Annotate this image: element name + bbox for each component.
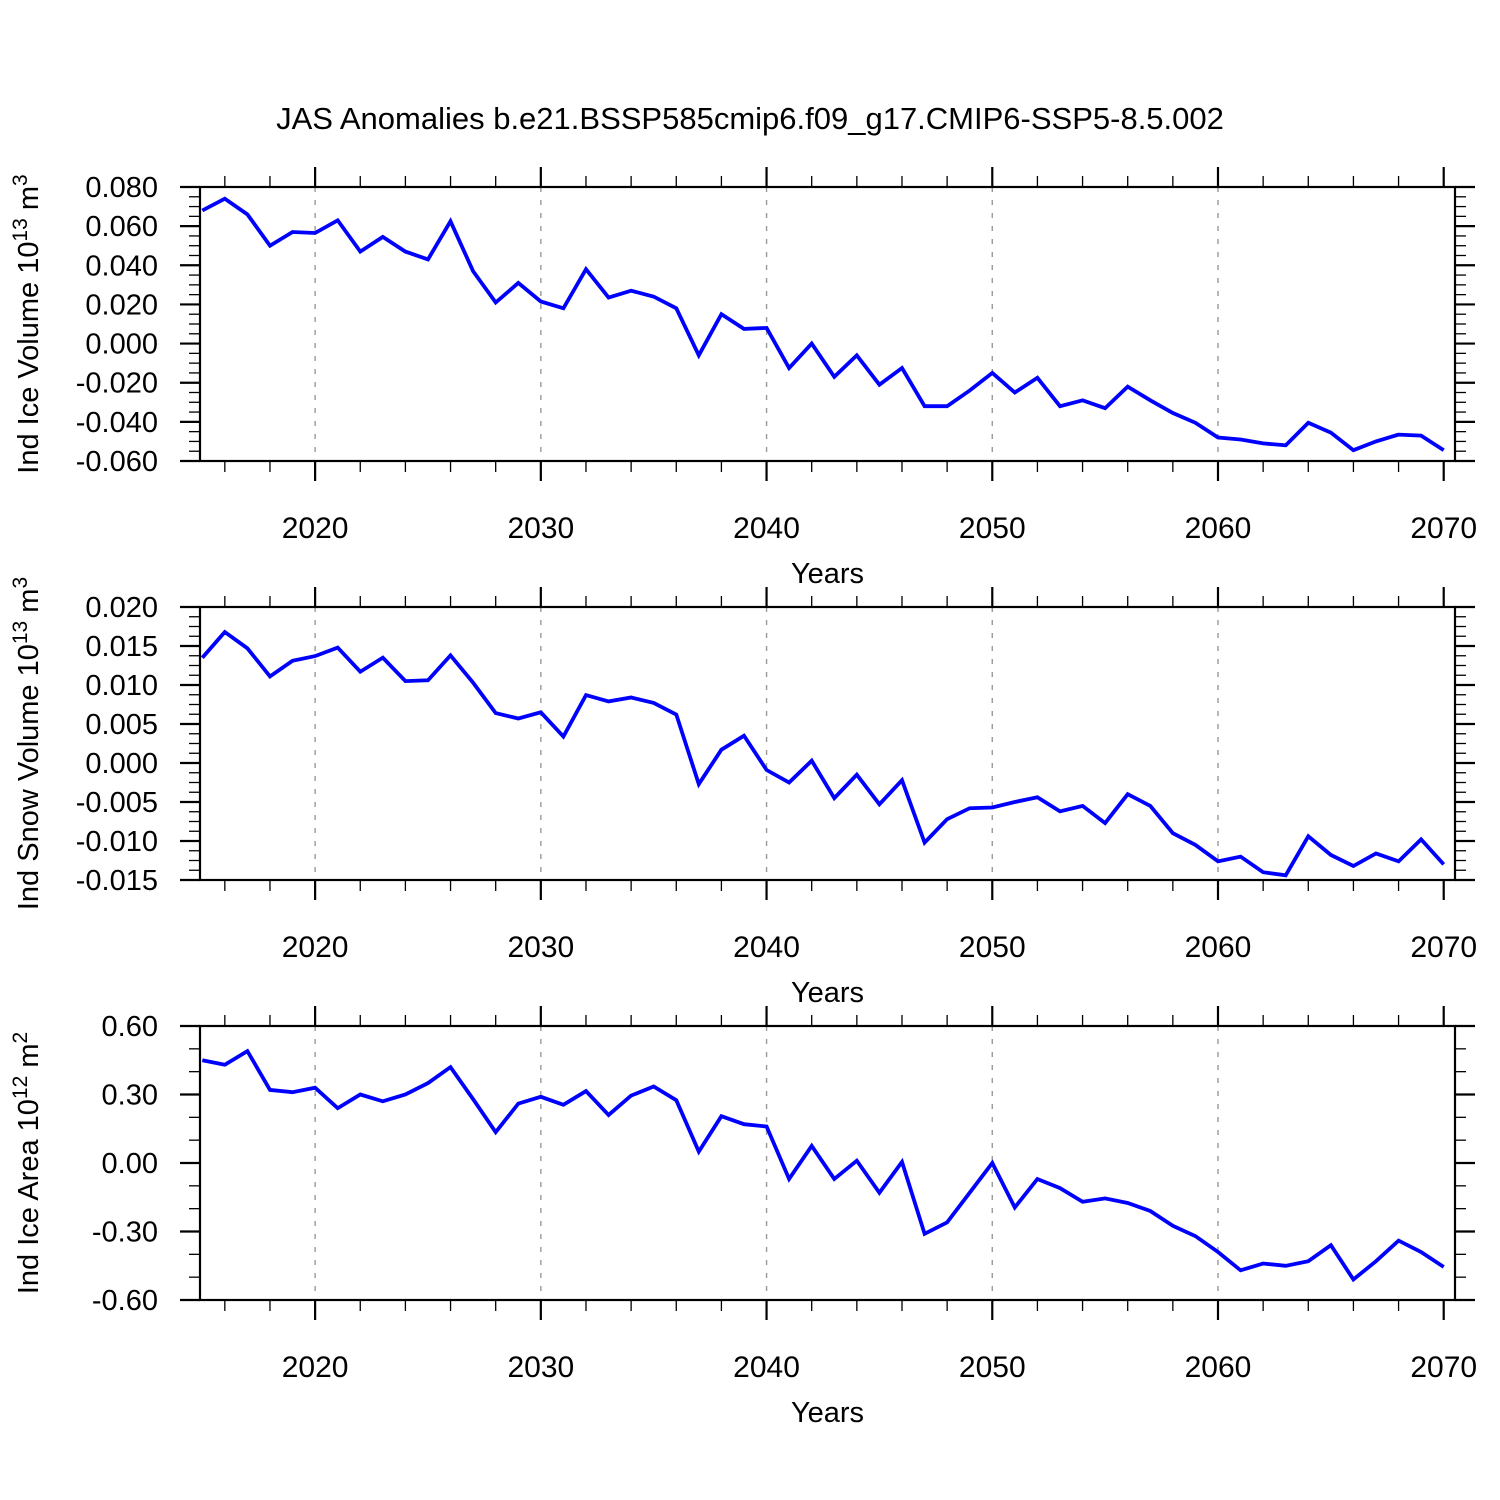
y-tick-label: -0.020: [76, 368, 158, 400]
y-tick-label: 0.020: [85, 592, 158, 624]
figure-title: JAS Anomalies b.e21.BSSP585cmip6.f09_g17…: [276, 101, 1224, 136]
x-tick-label: 2030: [507, 512, 574, 545]
y-tick-label: -0.60: [92, 1285, 158, 1317]
data-line: [200, 629, 1446, 878]
x-tick-label: 2070: [1410, 512, 1477, 545]
y-tick-label: 0.040: [85, 250, 158, 282]
y-tick-label: -0.005: [76, 787, 158, 819]
plot-frame: [198, 185, 1457, 463]
y-axis-title: Ind Snow Volume 1013 m3: [9, 577, 45, 910]
x-tick-label: 2020: [282, 512, 349, 545]
x-tick-label: 2070: [1410, 931, 1477, 964]
subplot-3: 2020 2030 2040 2050 2060 2070 0.60 0.30 0.00 -0.3…: [9, 1006, 1477, 1429]
x-tick-label: 2060: [1185, 931, 1252, 964]
y-tick-label: 0.000: [85, 748, 158, 780]
y-tick-label: -0.015: [76, 865, 158, 897]
x-tick-label: 2030: [507, 931, 574, 964]
y-tick-label: 0.000: [85, 329, 158, 361]
y-tick-label: 0.00: [102, 1148, 158, 1180]
x-tick-label: 2050: [959, 931, 1026, 964]
plot-frame: [198, 605, 1457, 882]
x-axis-title: Years: [791, 558, 864, 590]
x-tick-label: 2020: [282, 1351, 349, 1384]
y-tick-label: 0.015: [85, 631, 158, 663]
y-tick-label: -0.010: [76, 826, 158, 858]
subplot-1: 2020 2030 2040 2050 2060 2070 0.080 0.060 0.040 0…: [9, 167, 1477, 590]
data-line: [201, 196, 1445, 453]
x-tick-label: 2040: [733, 512, 800, 545]
plot-frame: [198, 1024, 1457, 1302]
y-tick-label: 0.60: [102, 1011, 158, 1043]
x-axis-title: Years: [791, 977, 864, 1009]
x-tick-label: 2060: [1185, 512, 1252, 545]
y-tick-label: -0.060: [76, 446, 158, 478]
x-tick-label: 2040: [733, 1351, 800, 1384]
subplot-2: 2020 2030 2040 2050 2060 2070 0.020 0.015 0.010 0…: [9, 577, 1477, 1009]
x-tick-label: 2060: [1185, 1351, 1252, 1384]
y-tick-label: -0.040: [76, 407, 158, 439]
y-tick-label: 0.010: [85, 670, 158, 702]
y-axis-title: Ind Ice Volume 1013 m3: [9, 174, 45, 473]
x-tick-label: 2020: [282, 931, 349, 964]
data-line: [201, 1048, 1445, 1283]
y-tick-label: -0.30: [92, 1217, 158, 1249]
y-axis-title: Ind Ice Area 1012 m2: [9, 1032, 45, 1294]
x-tick-label: 2030: [507, 1351, 574, 1384]
y-tick-label: 0.080: [85, 172, 158, 204]
y-tick-label: 0.005: [85, 709, 158, 741]
x-axis-title: Years: [791, 1397, 864, 1429]
x-tick-label: 2040: [733, 931, 800, 964]
x-tick-label: 2050: [959, 512, 1026, 545]
x-tick-label: 2070: [1410, 1351, 1477, 1384]
x-tick-label: 2050: [959, 1351, 1026, 1384]
y-tick-label: 0.060: [85, 211, 158, 243]
y-tick-label: 0.30: [102, 1080, 158, 1112]
y-tick-label: 0.020: [85, 289, 158, 321]
